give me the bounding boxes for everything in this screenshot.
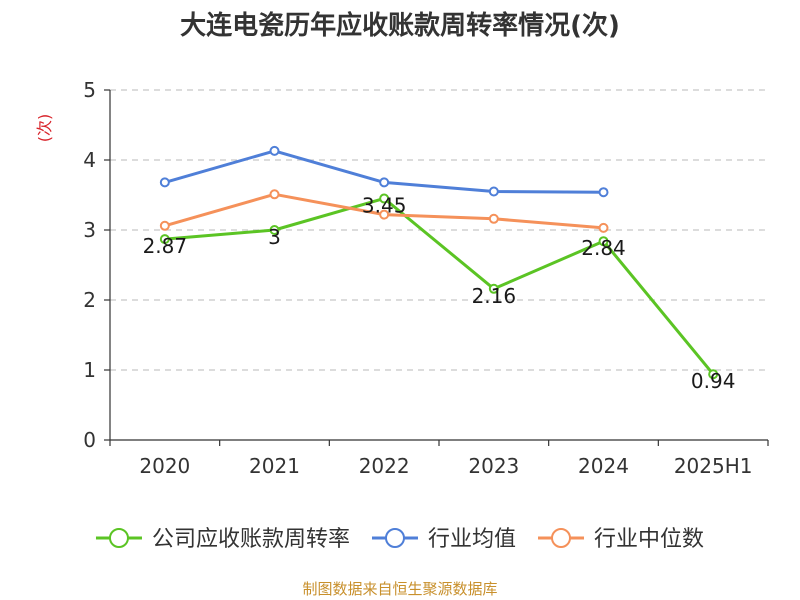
data-point[interactable] [269,145,280,156]
x-tick-label: 2025H1 [674,454,753,478]
x-tick-label: 2022 [359,454,410,478]
data-labels: 2.87 3 3.45 2.16 2.84 0.94 [143,194,736,394]
legend[interactable]: 公司应收账款周转率 行业均值 行业中位数 [95,527,704,552]
data-label: 2.87 [143,234,188,258]
legend-marker-icon [384,528,405,548]
data-point[interactable] [598,236,609,247]
x-tick-label: 2023 [468,454,519,478]
axes: 0 1 2 3 4 5 2020 2021 2022 2023 2024 2025H1 [83,78,769,478]
data-point[interactable] [488,213,499,224]
chart-title: 大连电瓷历年应收账款周转率情况(次) [180,10,620,41]
x-tick-label: 2020 [139,454,190,478]
data-label: 3.45 [362,194,407,218]
data-point[interactable] [159,177,170,188]
y-tick-label: 5 [83,78,96,102]
data-point[interactable] [159,220,170,231]
y-tick-label: 1 [83,358,96,382]
data-point[interactable] [379,209,390,220]
legend-item[interactable]: 行业中位数 [538,527,704,552]
y-tick-label: 0 [83,428,96,452]
legend-label: 公司应收账款周转率 [152,527,350,552]
data-label: 3 [268,225,281,249]
data-point[interactable] [379,193,390,204]
data-point[interactable] [379,177,390,188]
data-point[interactable] [269,189,280,200]
data-label: 2.84 [581,236,626,260]
data-point[interactable] [159,234,170,245]
data-label: 2.16 [472,284,517,308]
series-line [164,197,715,376]
data-point[interactable] [488,186,499,197]
legend-item[interactable]: 公司应收账款周转率 [95,527,350,552]
data-label: 0.94 [691,369,736,393]
data-point[interactable] [488,283,499,294]
data-point[interactable] [708,369,719,380]
legend-label: 行业均值 [428,527,516,552]
x-tick-label: 2024 [578,454,629,478]
source-note: 制图数据来自恒生聚源数据库 [302,580,497,598]
data-point[interactable] [269,225,280,235]
y-tick-label: 2 [83,288,96,312]
x-tick-label: 2021 [249,454,300,478]
series-lines [159,145,719,380]
legend-item[interactable]: 行业均值 [371,527,516,552]
y-tick-label: 3 [83,218,96,242]
y-axis-label: (次) [35,114,54,143]
data-point[interactable] [598,187,609,198]
legend-label: 行业中位数 [594,527,704,552]
legend-marker-icon [551,528,572,548]
data-point[interactable] [598,222,609,233]
grid-lines [110,89,768,371]
y-tick-label: 4 [83,148,96,172]
legend-marker-icon [108,528,129,548]
